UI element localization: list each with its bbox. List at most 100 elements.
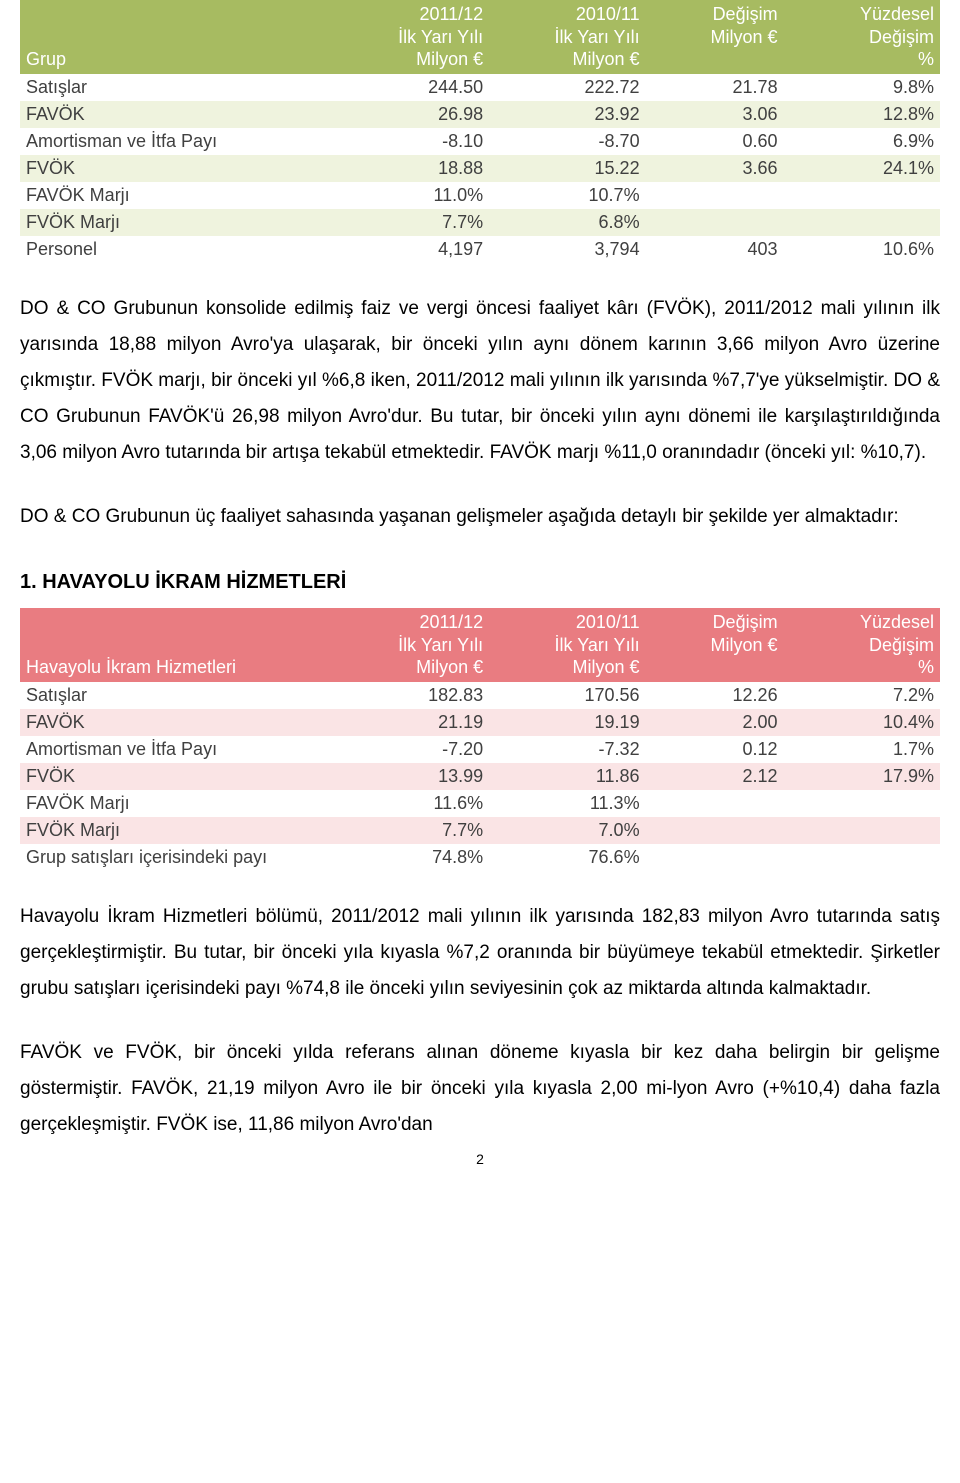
table-cell: Amortisman ve İtfa Payı bbox=[20, 736, 333, 763]
table-cell: FAVÖK bbox=[20, 709, 333, 736]
column-header: DeğişimMilyon € bbox=[646, 608, 784, 682]
table-cell bbox=[784, 209, 940, 236]
paragraph-3: Havayolu İkram Hizmetleri bölümü, 2011/2… bbox=[20, 899, 940, 1007]
table-cell: -8.10 bbox=[333, 128, 489, 155]
table-row: FAVÖK Marjı11.6%11.3% bbox=[20, 790, 940, 817]
table-cell: 244.50 bbox=[333, 74, 489, 101]
column-header: 2010/11İlk Yarı YılıMilyon € bbox=[489, 608, 645, 682]
column-header: Grup bbox=[20, 0, 333, 74]
table-cell: 15.22 bbox=[489, 155, 645, 182]
table-header-row: Grup2011/12İlk Yarı YılıMilyon €2010/11İ… bbox=[20, 0, 940, 74]
airline-catering-table: Havayolu İkram Hizmetleri2011/12İlk Yarı… bbox=[20, 608, 940, 871]
table-cell bbox=[646, 790, 784, 817]
table-row: FVÖK13.9911.862.1217.9% bbox=[20, 763, 940, 790]
table-cell: Satışlar bbox=[20, 682, 333, 709]
table-cell bbox=[784, 817, 940, 844]
table-cell: 3.66 bbox=[646, 155, 784, 182]
table-row: Personel4,1973,79440310.6% bbox=[20, 236, 940, 263]
column-header: 2011/12İlk Yarı YılıMilyon € bbox=[333, 608, 489, 682]
table-cell: 4,197 bbox=[333, 236, 489, 263]
section-heading-1: 1. HAVAYOLU İKRAM HİZMETLERİ bbox=[20, 571, 940, 594]
table-row: Satışlar182.83170.5612.267.2% bbox=[20, 682, 940, 709]
table-row: FAVÖK Marjı11.0%10.7% bbox=[20, 182, 940, 209]
table-row: FVÖK18.8815.223.6624.1% bbox=[20, 155, 940, 182]
column-header: Havayolu İkram Hizmetleri bbox=[20, 608, 333, 682]
paragraph-4: FAVÖK ve FVÖK, bir önceki yılda referans… bbox=[20, 1035, 940, 1143]
table-cell: 74.8% bbox=[333, 844, 489, 871]
table-cell: 10.6% bbox=[784, 236, 940, 263]
table-cell: 11.86 bbox=[489, 763, 645, 790]
table-cell bbox=[646, 209, 784, 236]
table-cell: 11.3% bbox=[489, 790, 645, 817]
table-cell bbox=[784, 844, 940, 871]
table-cell: 26.98 bbox=[333, 101, 489, 128]
column-header: 2010/11İlk Yarı YılıMilyon € bbox=[489, 0, 645, 74]
table-cell bbox=[784, 790, 940, 817]
table-row: Satışlar244.50222.7221.789.8% bbox=[20, 74, 940, 101]
table-cell: 11.0% bbox=[333, 182, 489, 209]
table-cell: 18.88 bbox=[333, 155, 489, 182]
table-row: FAVÖK26.9823.923.0612.8% bbox=[20, 101, 940, 128]
table-cell: 182.83 bbox=[333, 682, 489, 709]
table-cell: FAVÖK Marjı bbox=[20, 790, 333, 817]
table-cell: Personel bbox=[20, 236, 333, 263]
table-cell: FAVÖK Marjı bbox=[20, 182, 333, 209]
table-cell: 11.6% bbox=[333, 790, 489, 817]
table-cell: 13.99 bbox=[333, 763, 489, 790]
paragraph-2: DO & CO Grubunun üç faaliyet sahasında y… bbox=[20, 499, 940, 535]
table-cell: 7.0% bbox=[489, 817, 645, 844]
group-summary-table: Grup2011/12İlk Yarı YılıMilyon €2010/11İ… bbox=[20, 0, 940, 263]
table-row: Amortisman ve İtfa Payı-8.10-8.700.606.9… bbox=[20, 128, 940, 155]
table-cell: 19.19 bbox=[489, 709, 645, 736]
table-header-row: Havayolu İkram Hizmetleri2011/12İlk Yarı… bbox=[20, 608, 940, 682]
table-row: Grup satışları içerisindeki payı74.8%76.… bbox=[20, 844, 940, 871]
table-row: Amortisman ve İtfa Payı-7.20-7.320.121.7… bbox=[20, 736, 940, 763]
table-cell: 6.9% bbox=[784, 128, 940, 155]
table-cell: 21.78 bbox=[646, 74, 784, 101]
page-number: 2 bbox=[20, 1151, 940, 1167]
table-cell: FVÖK bbox=[20, 763, 333, 790]
table-cell: 3,794 bbox=[489, 236, 645, 263]
table-cell: 3.06 bbox=[646, 101, 784, 128]
table-cell bbox=[646, 182, 784, 209]
table-cell: 76.6% bbox=[489, 844, 645, 871]
table-cell: 7.7% bbox=[333, 817, 489, 844]
table-cell bbox=[646, 817, 784, 844]
column-header: 2011/12İlk Yarı YılıMilyon € bbox=[333, 0, 489, 74]
table-cell: FVÖK Marjı bbox=[20, 209, 333, 236]
table-cell bbox=[646, 844, 784, 871]
table-cell: 7.7% bbox=[333, 209, 489, 236]
column-header: DeğişimMilyon € bbox=[646, 0, 784, 74]
table-row: FAVÖK21.1919.192.0010.4% bbox=[20, 709, 940, 736]
table-cell: 10.4% bbox=[784, 709, 940, 736]
table-cell: 12.8% bbox=[784, 101, 940, 128]
table-cell: Grup satışları içerisindeki payı bbox=[20, 844, 333, 871]
table-cell: 23.92 bbox=[489, 101, 645, 128]
table-row: FVÖK Marjı7.7%7.0% bbox=[20, 817, 940, 844]
table-cell: 10.7% bbox=[489, 182, 645, 209]
column-header: YüzdeselDeğişim% bbox=[784, 608, 940, 682]
table-cell: 1.7% bbox=[784, 736, 940, 763]
table-cell: 21.19 bbox=[333, 709, 489, 736]
table-cell: 6.8% bbox=[489, 209, 645, 236]
table-cell: FAVÖK bbox=[20, 101, 333, 128]
table-cell: 0.12 bbox=[646, 736, 784, 763]
table-cell: 170.56 bbox=[489, 682, 645, 709]
table-cell: 0.60 bbox=[646, 128, 784, 155]
table-row: FVÖK Marjı7.7%6.8% bbox=[20, 209, 940, 236]
table-cell: 7.2% bbox=[784, 682, 940, 709]
table-cell: 17.9% bbox=[784, 763, 940, 790]
table-cell: 24.1% bbox=[784, 155, 940, 182]
table-cell: 2.12 bbox=[646, 763, 784, 790]
table-cell: -8.70 bbox=[489, 128, 645, 155]
table-cell: 2.00 bbox=[646, 709, 784, 736]
table-cell: FVÖK bbox=[20, 155, 333, 182]
table-cell: FVÖK Marjı bbox=[20, 817, 333, 844]
table-cell: 222.72 bbox=[489, 74, 645, 101]
table-cell: 403 bbox=[646, 236, 784, 263]
table-cell bbox=[784, 182, 940, 209]
table-cell: -7.20 bbox=[333, 736, 489, 763]
table-cell: Satışlar bbox=[20, 74, 333, 101]
table-cell: 12.26 bbox=[646, 682, 784, 709]
paragraph-1: DO & CO Grubunun konsolide edilmiş faiz … bbox=[20, 291, 940, 471]
